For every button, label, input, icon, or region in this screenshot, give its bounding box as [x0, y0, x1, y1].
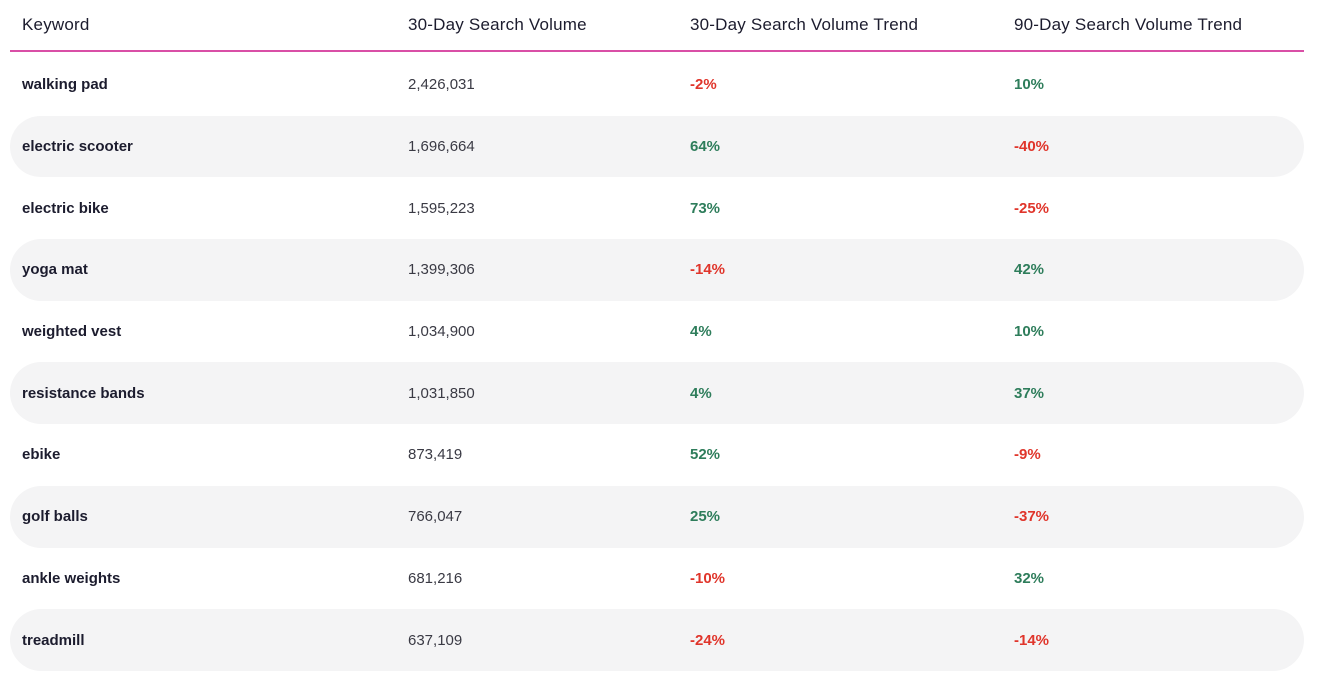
trend-90-day-cell: -37% — [1014, 508, 1050, 526]
header-keyword: Keyword — [22, 15, 90, 34]
trend-30-day-cell: 64% — [690, 138, 721, 156]
keyword-cell: ankle weights — [22, 569, 121, 587]
table-row: yoga mat 1,399,306 -14% 42% — [10, 239, 1304, 301]
trend-30-day-cell: -24% — [690, 631, 726, 649]
table-row: walking pad 2,426,031 -2% 10% — [10, 54, 1304, 116]
table-row: electric scooter 1,696,664 64% -40% — [10, 115, 1304, 178]
search-volume-cell: 1,031,850 — [408, 384, 475, 402]
trend-90-day-cell: -9% — [1014, 446, 1041, 464]
trend-30-day-cell: 73% — [690, 199, 721, 217]
keyword-cell: electric bike — [22, 199, 109, 217]
trend-30-day-cell: -2% — [690, 76, 717, 94]
trend-90-day-cell: 37% — [1014, 384, 1045, 402]
keyword-cell: ebike — [22, 446, 61, 464]
search-volume-cell: 1,399,306 — [408, 261, 475, 279]
trend-90-day-cell: 10% — [1014, 323, 1045, 341]
search-volume-cell: 681,216 — [408, 569, 463, 587]
search-volume-cell: 637,109 — [408, 631, 463, 649]
header-30-day-search-volume: 30-Day Search Volume — [408, 15, 587, 34]
table-row: weighted vest 1,034,900 4% 10% — [10, 301, 1304, 363]
table-row: ebike 873,419 52% -9% — [10, 424, 1304, 486]
trend-30-day-cell: -14% — [690, 261, 726, 279]
keyword-table: Keyword 30-Day Search Volume 30-Day Sear… — [10, 0, 1304, 671]
table-body: walking pad 2,426,031 -2% 10% electric scoot… — [10, 54, 1304, 671]
trend-30-day-cell: 25% — [690, 508, 721, 526]
header-30-day-trend: 30-Day Search Volume Trend — [690, 15, 919, 34]
keyword-cell: walking pad — [22, 76, 108, 94]
trend-90-day-cell: 10% — [1014, 76, 1045, 94]
trend-30-day-cell: 4% — [690, 384, 712, 402]
trend-30-day-cell: -10% — [690, 569, 726, 587]
search-volume-cell: 1,034,900 — [408, 323, 475, 341]
keyword-cell: treadmill — [22, 631, 85, 649]
search-volume-cell: 1,595,223 — [408, 199, 475, 217]
header-90-day-trend: 90-Day Search Volume Trend — [1014, 15, 1243, 34]
keyword-cell: resistance bands — [22, 384, 145, 402]
table-row: golf balls 766,047 25% -37% — [10, 485, 1304, 548]
search-volume-cell: 2,426,031 — [408, 76, 475, 94]
search-volume-cell: 873,419 — [408, 446, 463, 464]
keyword-cell: electric scooter — [22, 138, 133, 156]
trend-30-day-cell: 4% — [690, 323, 712, 341]
table-row: treadmill 637,109 -24% -14% — [10, 609, 1304, 671]
table-row: ankle weights 681,216 -10% 32% — [10, 548, 1304, 610]
keyword-cell: weighted vest — [22, 323, 122, 341]
table-row: resistance bands 1,031,850 4% 37% — [10, 362, 1304, 425]
trend-30-day-cell: 52% — [690, 446, 721, 464]
table-row: electric bike 1,595,223 73% -25% — [10, 177, 1304, 239]
trend-90-day-cell: -25% — [1014, 199, 1050, 217]
search-volume-cell: 766,047 — [408, 508, 463, 526]
trend-90-day-cell: 32% — [1014, 569, 1045, 587]
table-header: Keyword 30-Day Search Volume 30-Day Sear… — [10, 0, 1304, 52]
keyword-cell: golf balls — [22, 508, 88, 526]
trend-90-day-cell: -14% — [1014, 631, 1050, 649]
search-volume-cell: 1,696,664 — [408, 138, 475, 156]
keyword-cell: yoga mat — [22, 261, 88, 279]
trend-90-day-cell: -40% — [1014, 138, 1050, 156]
trend-90-day-cell: 42% — [1014, 261, 1045, 279]
